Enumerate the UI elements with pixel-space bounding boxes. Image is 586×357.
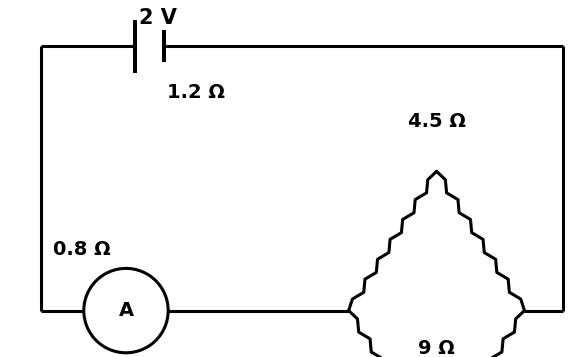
Text: 4.5 Ω: 4.5 Ω	[408, 112, 465, 131]
Text: 1.2 Ω: 1.2 Ω	[167, 83, 225, 102]
Text: 2 V: 2 V	[139, 8, 177, 28]
Text: 0.8 Ω: 0.8 Ω	[53, 240, 110, 260]
Text: 9 Ω: 9 Ω	[418, 338, 455, 357]
Ellipse shape	[84, 268, 168, 353]
Text: A: A	[118, 301, 134, 320]
